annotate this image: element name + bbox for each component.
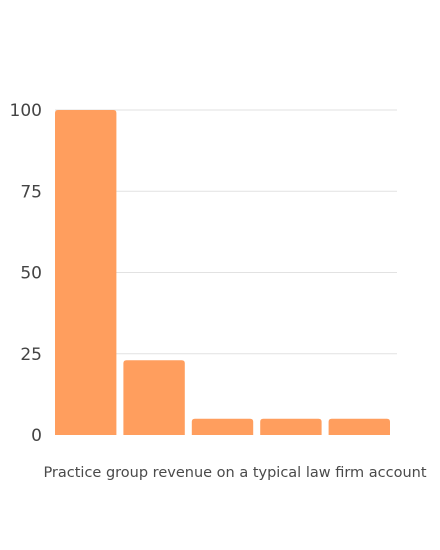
bar-4 xyxy=(260,418,322,435)
bar-1 xyxy=(55,110,117,435)
bar-5 xyxy=(328,418,390,435)
y-axis-tick-labels: 0 25 50 75 100 xyxy=(10,101,42,446)
y-tick-label-75: 75 xyxy=(20,182,42,202)
bar-3 xyxy=(191,418,254,435)
x-axis-label: Practice group revenue on a typical law … xyxy=(43,465,427,481)
y-tick-label-25: 25 xyxy=(20,345,42,365)
bars xyxy=(55,110,390,435)
y-tick-label-0: 0 xyxy=(31,426,42,446)
y-tick-label-50: 50 xyxy=(20,264,42,284)
y-tick-label-100: 100 xyxy=(10,101,42,121)
bar-2 xyxy=(123,360,185,435)
